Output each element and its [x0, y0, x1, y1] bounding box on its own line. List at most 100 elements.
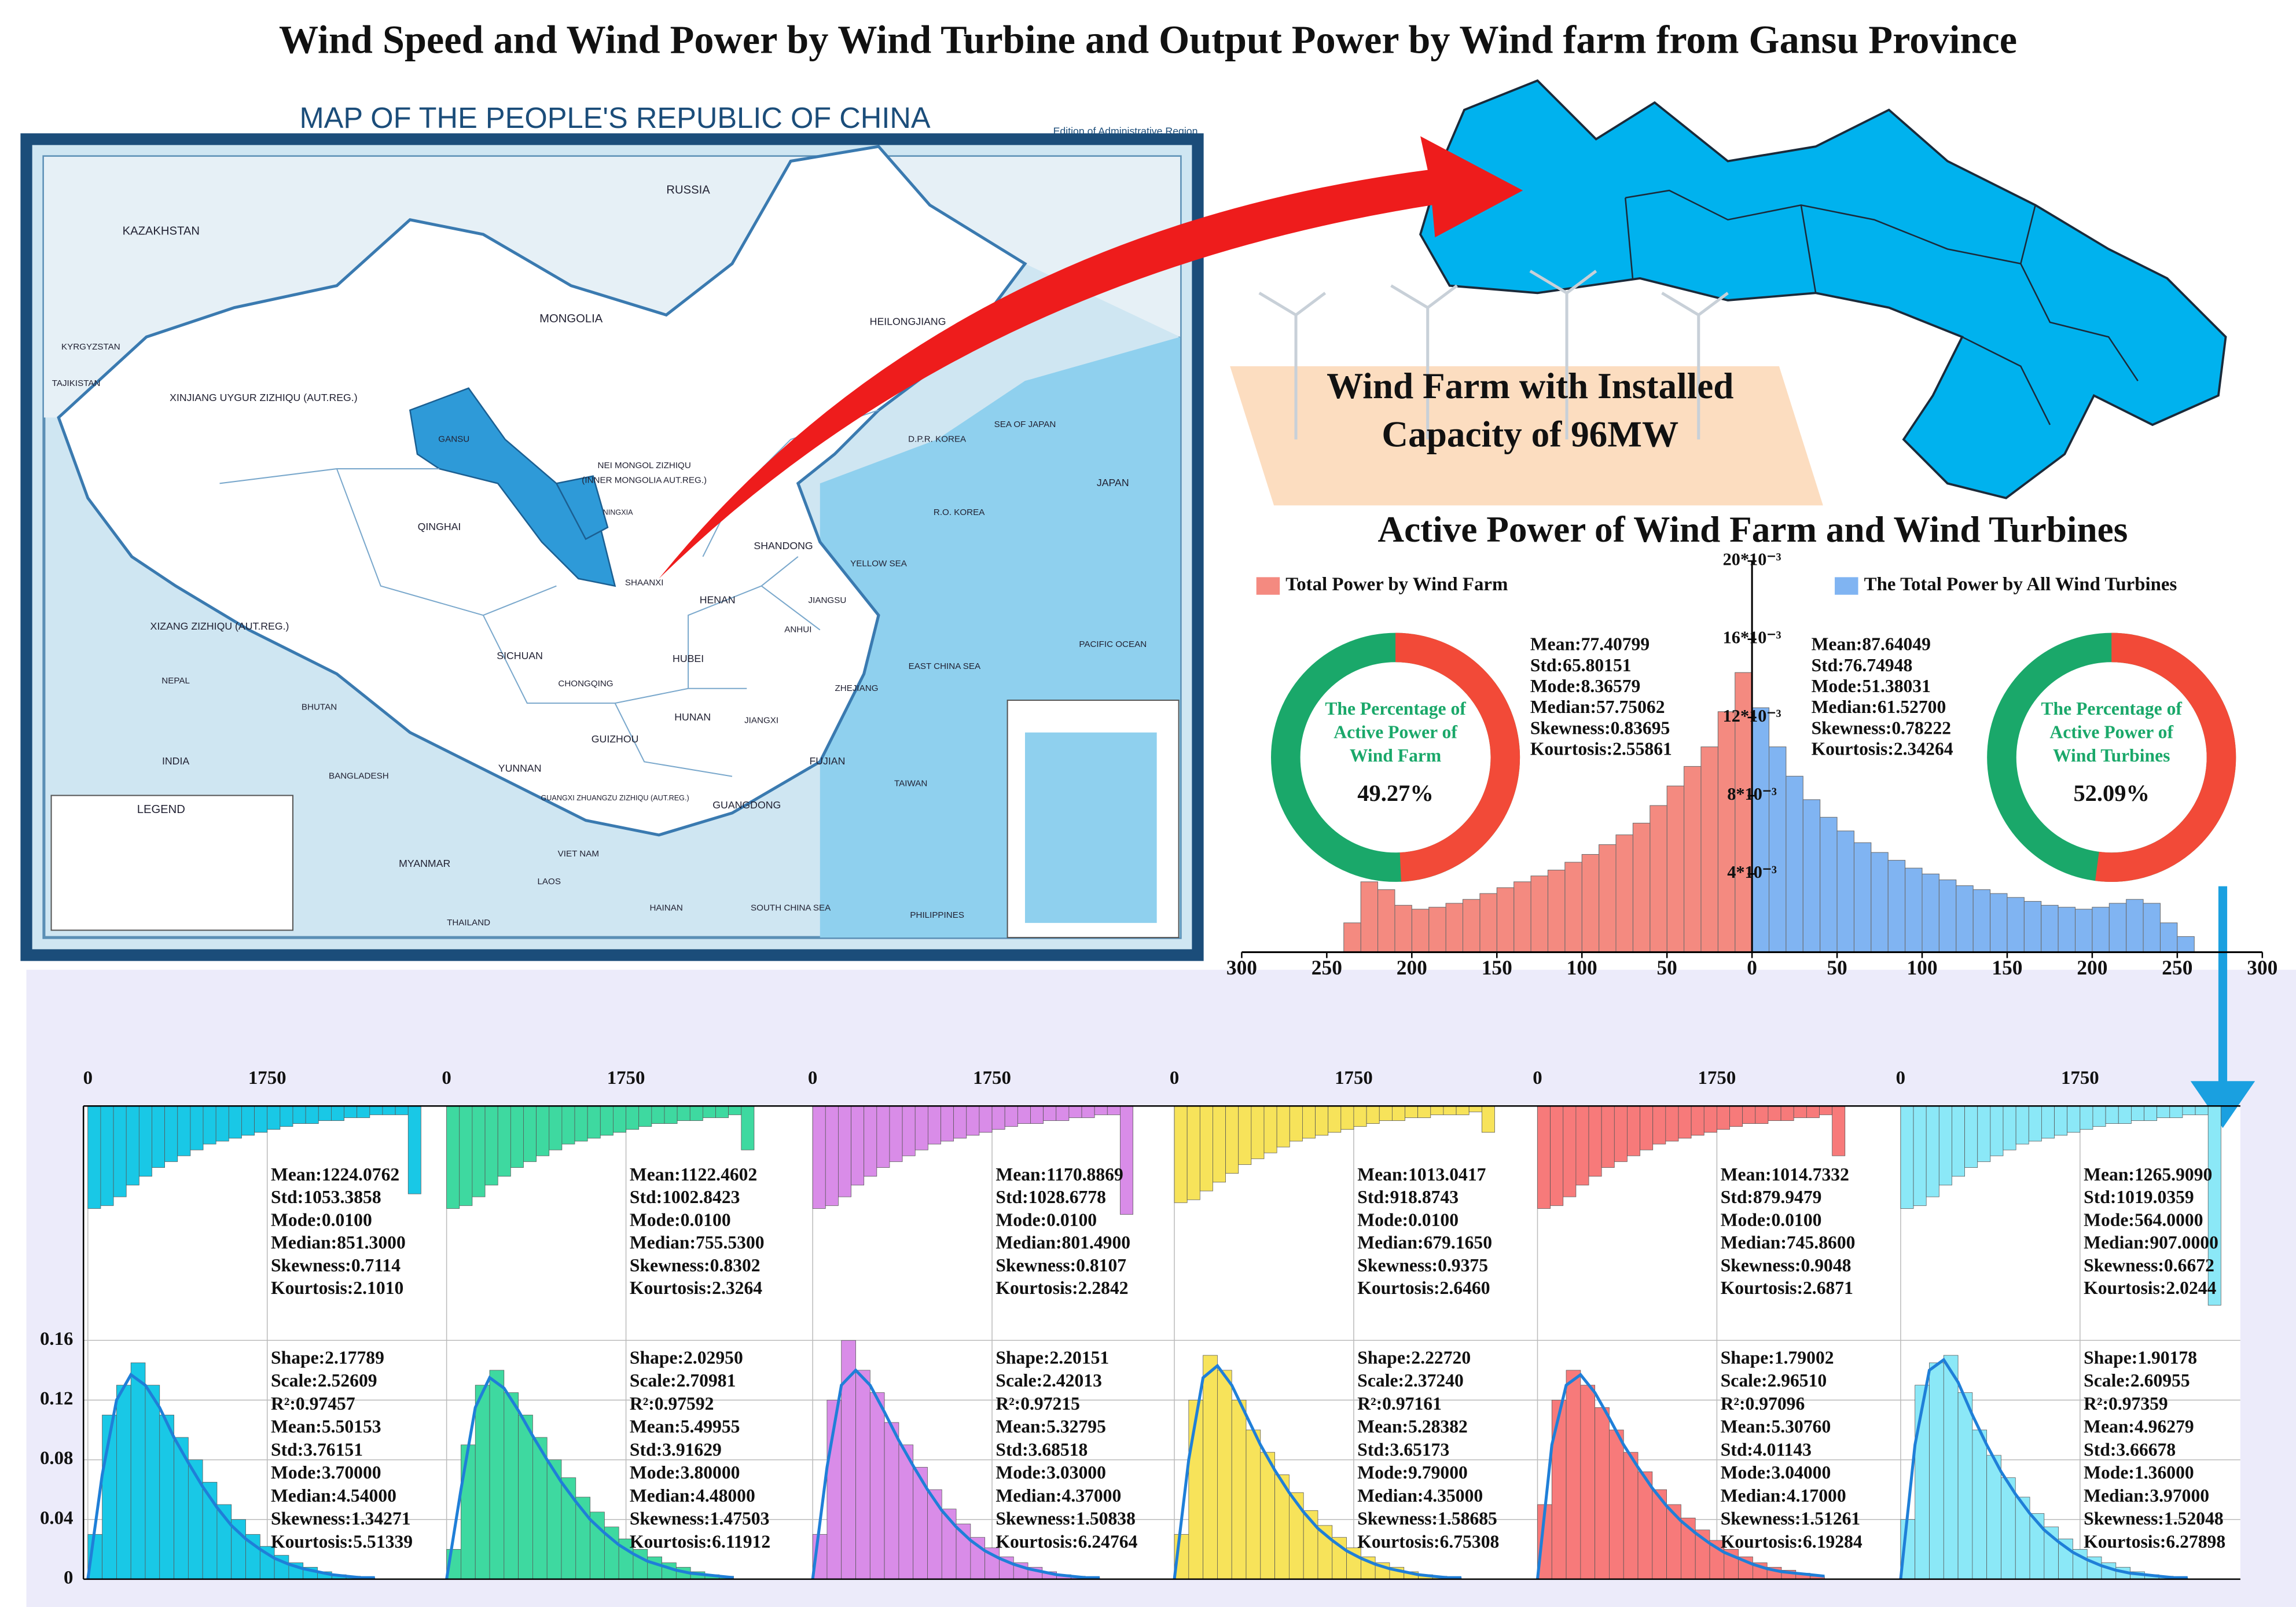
- speed-bar: [1943, 1355, 1959, 1580]
- power-bar: [1938, 1105, 1952, 1186]
- map-label: YELLOW SEA: [850, 559, 908, 569]
- power-bar: [1391, 1105, 1405, 1121]
- y-tick-label: 4*10⁻³: [1727, 862, 1777, 882]
- power-bar: [2105, 1105, 2119, 1124]
- stat-text: Mean:1170.8869: [995, 1164, 1123, 1185]
- power-bar: [1186, 1105, 1200, 1200]
- power-bar: [728, 1105, 742, 1115]
- power-bar: [1952, 1105, 1965, 1177]
- map-label: TAJIKISTAN: [52, 378, 101, 388]
- power-bar: [1199, 1105, 1213, 1192]
- power-bar: [446, 1105, 460, 1209]
- donut-label: The Percentage of: [1325, 698, 1466, 719]
- stat-text: R²:0.97359: [2084, 1393, 2168, 1414]
- stat-text: Median:801.4900: [995, 1233, 1130, 1253]
- x-tick-label: 1750: [248, 1068, 286, 1089]
- fit-line: [811, 1368, 1100, 1580]
- stat-text: Mode:0.0100: [995, 1209, 1097, 1230]
- histogram-bar: [1786, 775, 1803, 953]
- page-title: Wind Speed and Wind Power by Wind Turbin…: [279, 18, 2017, 62]
- histogram-bar: [2075, 909, 2093, 953]
- stat-text: Std:4.01143: [1721, 1439, 1812, 1459]
- histogram-bar: [1836, 830, 1854, 953]
- stat-text: Kourtosis:2.6460: [1357, 1278, 1490, 1298]
- x-tick-label: 150: [1482, 956, 1512, 979]
- speed-bar: [1188, 1400, 1204, 1580]
- power-bar: [1742, 1105, 1756, 1124]
- histogram-bar: [1751, 707, 1770, 953]
- histogram-bar: [2058, 907, 2076, 953]
- power-bar: [138, 1105, 152, 1177]
- histogram-bar: [1581, 854, 1600, 953]
- power-bar: [510, 1105, 524, 1168]
- histogram-bar: [2108, 903, 2127, 953]
- power-bar: [703, 1105, 716, 1118]
- power-bar: [864, 1105, 877, 1177]
- map-label: QINGHAI: [418, 521, 461, 532]
- stat-text: Skewness:0.9375: [1357, 1255, 1488, 1275]
- stat-text: Mean:1224.0762: [271, 1164, 399, 1185]
- map-label: GUIZHOU: [592, 733, 639, 745]
- power-bar: [1678, 1105, 1692, 1139]
- x-tick-label: 1750: [607, 1068, 645, 1089]
- stat-text: Median:4.48000: [630, 1485, 755, 1506]
- stat-text: Mean:5.30760: [1721, 1417, 1831, 1437]
- gansu-map: [1419, 79, 2227, 499]
- stat-text: Kourtosis:2.0244: [2084, 1278, 2216, 1298]
- stat-text: Mean:87.64049: [1812, 634, 1931, 654]
- stat-text: Kourtosis:2.6871: [1721, 1278, 1853, 1298]
- map-label: HUBEI: [673, 653, 704, 664]
- inset-sea: [1024, 732, 1157, 923]
- histogram-bar: [1462, 899, 1481, 953]
- stat-text: Scale:2.96510: [1721, 1370, 1827, 1391]
- y-tick-label: 0.12: [40, 1388, 74, 1409]
- power-bar: [1832, 1105, 1846, 1156]
- power-bar: [203, 1105, 216, 1145]
- stat-text: Scale:2.42013: [995, 1370, 1102, 1391]
- power-bar: [1251, 1105, 1265, 1159]
- power-bar: [1443, 1105, 1457, 1115]
- map-label: GUANGXI ZHUANGZU ZIZHIQU (AUT.REG.): [541, 794, 689, 802]
- speed-bar: [145, 1385, 160, 1580]
- power-bar: [1755, 1105, 1769, 1124]
- power-bar: [1691, 1105, 1704, 1136]
- speed-bar: [1972, 1429, 1988, 1580]
- power-bar: [344, 1105, 358, 1118]
- power-bar: [664, 1105, 678, 1124]
- power-bar: [254, 1105, 268, 1133]
- stat-text: Median:679.1650: [1357, 1233, 1492, 1253]
- legend-swatch: [1835, 577, 1858, 595]
- power-bar: [1550, 1105, 1564, 1206]
- map-label: NINGXIA: [603, 508, 634, 516]
- speed-bar: [1666, 1504, 1681, 1580]
- stat-text: Mean:5.32795: [995, 1417, 1106, 1437]
- x-tick-label: 250: [1312, 956, 1342, 979]
- map-label: PACIFIC OCEAN: [1079, 639, 1147, 649]
- power-bar: [1094, 1105, 1108, 1115]
- fit-line: [1173, 1363, 1461, 1580]
- stat-text: Std:3.91629: [630, 1439, 722, 1459]
- wind-farm-label: Wind Farm with Installed: [1327, 366, 1733, 406]
- stat-text: Median:755.5300: [630, 1233, 765, 1253]
- stat-text: Skewness:0.8302: [630, 1255, 761, 1275]
- stat-text: Std:1019.0359: [2084, 1187, 2194, 1207]
- speed-bar: [504, 1392, 519, 1580]
- power-bar: [1030, 1105, 1044, 1124]
- x-tick-label: 1750: [1698, 1068, 1736, 1089]
- stat-text: Kourtosis:2.3264: [630, 1278, 762, 1298]
- map-label: D.P.R. KOREA: [908, 434, 967, 444]
- stat-text: Std:1028.6778: [995, 1187, 1106, 1207]
- map-label: XINJIANG UYGUR ZIZHIQU (AUT.REG.): [170, 392, 357, 403]
- legend-swatch: [1256, 577, 1280, 595]
- histogram-bar: [1343, 922, 1361, 953]
- stat-text: R²:0.97096: [1721, 1393, 1805, 1414]
- map-label: FUJIAN: [809, 755, 845, 767]
- histogram-bar: [1650, 805, 1667, 953]
- power-bar: [1640, 1105, 1654, 1150]
- power-bar: [1043, 1105, 1057, 1121]
- power-bar: [561, 1105, 575, 1145]
- power-bar: [1665, 1105, 1679, 1142]
- power-bar: [190, 1105, 204, 1150]
- power-bar: [1081, 1105, 1095, 1118]
- stat-text: Mean:4.96279: [2084, 1417, 2194, 1437]
